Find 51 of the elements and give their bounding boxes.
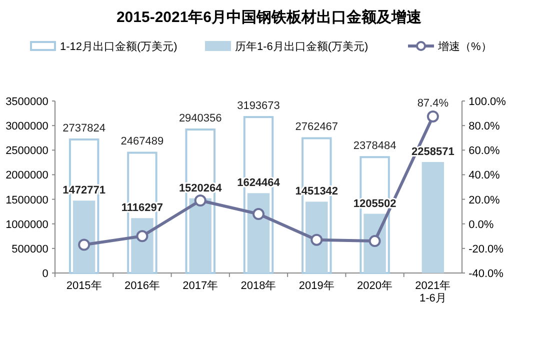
y-tick-label: 500000 [12, 243, 48, 256]
y-tick-label: 0 [42, 268, 48, 280]
data-label: 3193673 [237, 100, 280, 112]
point [426, 110, 439, 122]
legend-label: 历年1-6月出口金额(万美元) [235, 40, 368, 53]
data-label: 1472771 [62, 184, 106, 197]
point [368, 235, 381, 248]
x-tick-label: 2020年 [357, 280, 393, 292]
chart-title: 2015-2021年6月中国钢铁板材出口金额及增速 [116, 8, 423, 26]
y2-tick-label: 0.0% [468, 218, 494, 231]
point [252, 208, 264, 220]
y2-tick-label: 40.0% [468, 170, 500, 182]
data-label: 87.4% [417, 97, 449, 110]
x-tick-label: 2021年 1-6月 [415, 280, 451, 305]
bar [189, 198, 212, 273]
y2-tick-label: 100.0% [468, 96, 506, 108]
data-label: 2467489 [120, 136, 164, 148]
legend-label: 1-12月出口金额(万美元) [60, 40, 178, 53]
y-tick-label: 1500000 [6, 194, 48, 206]
data-label: 2762467 [295, 121, 338, 134]
y2-tick-label: 80.0% [468, 120, 500, 133]
x-tick-label: 2017年 [182, 280, 218, 292]
data-label: 1116297 [121, 202, 164, 214]
x-tick-label: 2018年 [240, 280, 276, 292]
data-label: 2737824 [62, 122, 106, 134]
y-tick-label: 3500000 [6, 96, 48, 108]
y-tick-label: 2000000 [6, 170, 48, 182]
point [78, 238, 90, 251]
legend-label: 增速（%） [437, 40, 492, 53]
data-label: 1451342 [295, 186, 338, 198]
bar [422, 162, 444, 273]
y2-tick-label: -20.0% [468, 243, 504, 256]
y2-tick-label: 20.0% [468, 194, 500, 206]
point [194, 194, 206, 207]
y2-tick-label: -40.0% [468, 268, 504, 280]
bar [247, 193, 270, 273]
point [136, 230, 148, 242]
x-tick-label: 2016年 [124, 280, 160, 292]
point [310, 234, 323, 246]
data-label: 2378484 [353, 140, 396, 152]
y-tick-label: 3000000 [6, 120, 48, 133]
x-tick-label: 2019年 [298, 280, 334, 292]
data-label: 1520264 [178, 182, 223, 194]
data-label: 2940356 [178, 112, 222, 125]
y-tick-label: 2500000 [6, 145, 48, 158]
y2-tick-label: 60.0% [468, 145, 500, 158]
data-label: 1624464 [237, 177, 281, 190]
bar [306, 202, 328, 273]
bar [72, 200, 96, 273]
y-tick-label: 1000000 [6, 218, 48, 231]
x-tick-label: 2015年 [66, 280, 102, 292]
